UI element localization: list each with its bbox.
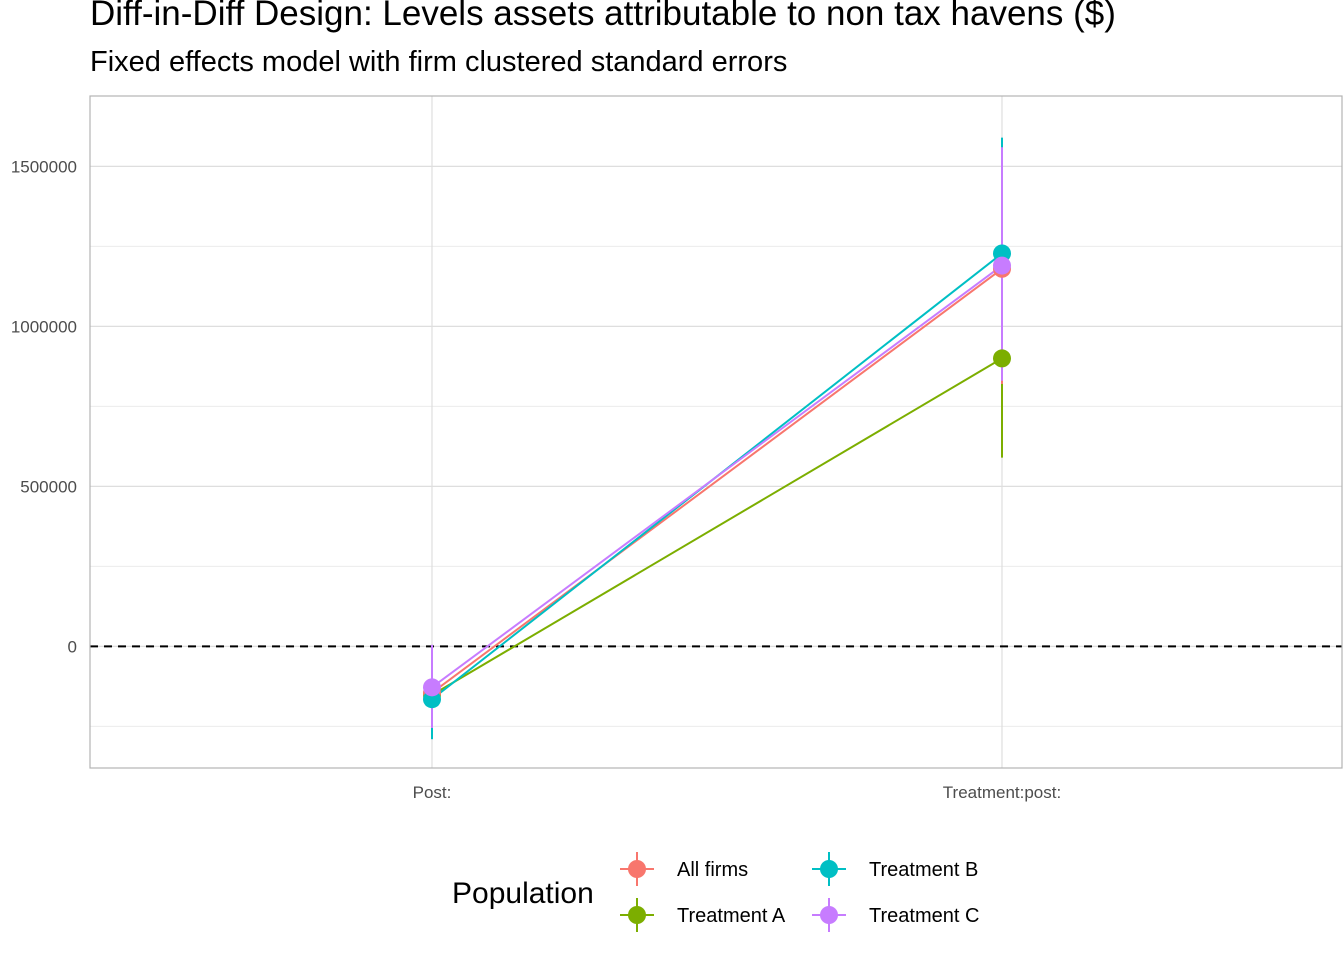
series-line-all-firms <box>431 267 1003 694</box>
legend-label-treatment-c: Treatment C <box>869 905 979 927</box>
legend-key-point <box>628 906 646 924</box>
legend-title: Population <box>452 877 594 910</box>
data-point-treatment-a <box>993 349 1011 368</box>
series-group <box>423 137 1011 740</box>
legend-item-treatment-b: Treatment B <box>812 852 978 886</box>
y-tick-label: 500000 <box>20 477 77 496</box>
chart-subtitle: Fixed effects model with firm clustered … <box>90 46 788 78</box>
legend-item-treatment-c: Treatment C <box>812 898 979 932</box>
y-tick-label: 0 <box>68 637 77 656</box>
legend-label-treatment-a: Treatment A <box>677 905 786 927</box>
legend-label-all-firms: All firms <box>677 859 748 881</box>
y-tick-label: 1000000 <box>11 317 77 336</box>
series-line-treatment-a <box>431 357 1003 696</box>
y-tick-label: 1500000 <box>11 157 77 176</box>
x-tick-label: Treatment:post: <box>943 783 1061 802</box>
y-tick-labels: 0 500000 1000000 1500000 <box>11 157 77 656</box>
data-point-treatment-c <box>423 678 441 697</box>
legend-item-all-firms: All firms <box>620 852 748 886</box>
legend-key-point <box>628 860 646 878</box>
series-treatment-b <box>431 137 1003 740</box>
legend-item-treatment-a: Treatment A <box>620 898 786 932</box>
gridlines <box>90 96 1342 768</box>
legend-key-point <box>820 906 838 924</box>
legend-key-point <box>820 860 838 878</box>
panel-border <box>89 95 1343 769</box>
x-tick-labels: Post: Treatment:post: <box>413 783 1062 802</box>
series-line-treatment-c <box>431 264 1003 689</box>
series-treatment-a <box>431 259 1003 736</box>
legend-label-treatment-b: Treatment B <box>869 859 978 881</box>
chart-title: Diff-in-Diff Design: Levels assets attri… <box>90 0 1116 33</box>
x-tick-label: Post: <box>413 783 452 802</box>
data-point-treatment-c <box>993 256 1011 275</box>
panel-border-group <box>89 95 1343 769</box>
legend: Population All firms Treatment A Treatment… <box>452 852 979 932</box>
series-treatment-c <box>431 147 1003 728</box>
